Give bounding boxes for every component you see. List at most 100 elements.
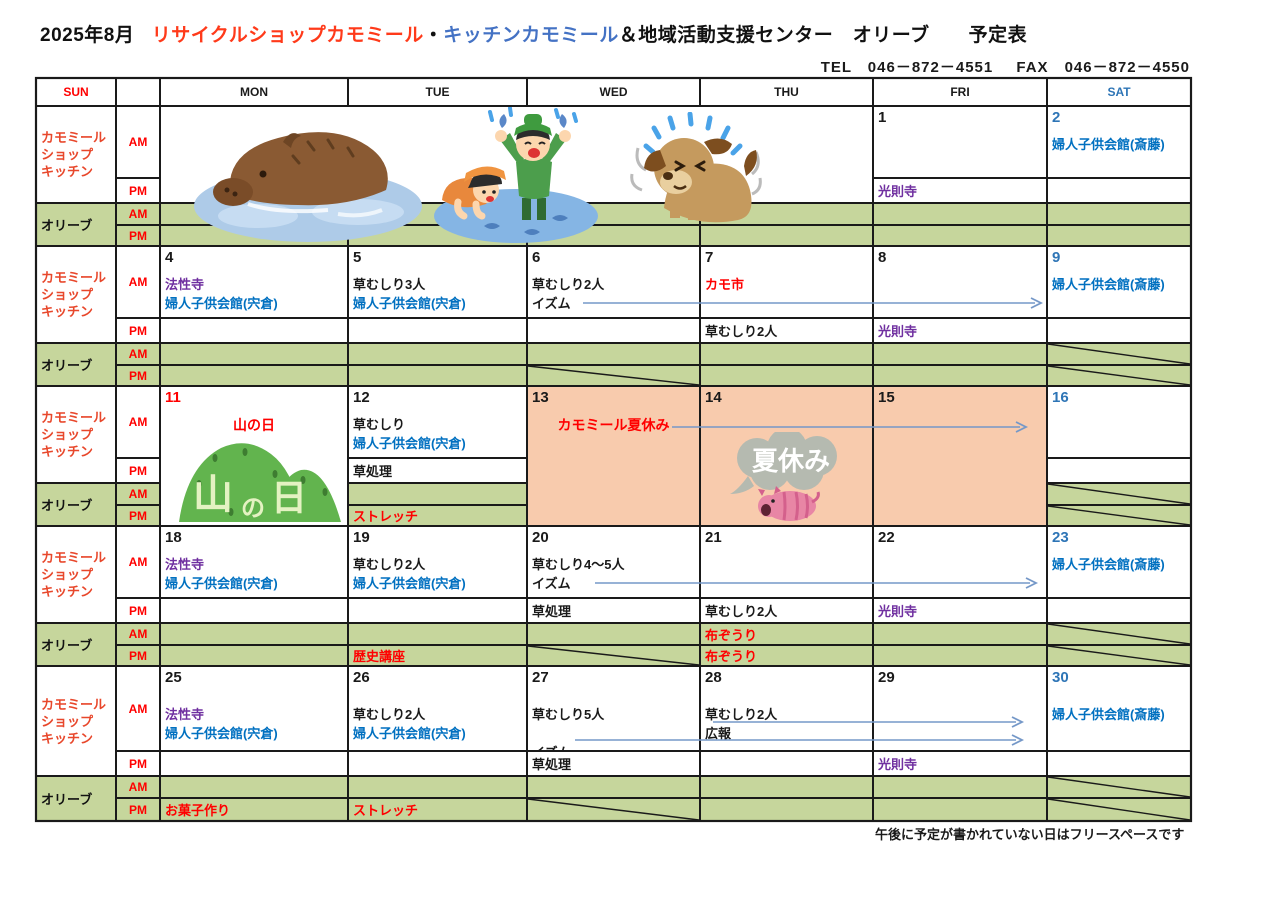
cell-w4-mon-olive-pm	[160, 645, 348, 666]
ampm-label-cell: AM	[116, 246, 160, 318]
day-header-lbl	[116, 78, 160, 106]
date-number: 1	[878, 109, 887, 126]
cell-w5-mon-olive-pm: お菓子作り	[160, 798, 348, 821]
schedule-entry: 広報	[705, 726, 732, 741]
cell-w3-sat-pm	[1047, 458, 1191, 483]
fax-number: FAX 046－872－4550	[1016, 59, 1190, 76]
schedule-entry: 光則寺	[878, 324, 918, 339]
svg-text:の: の	[241, 495, 265, 522]
schedule-entry: 草むしり3人	[353, 277, 426, 292]
date-number: 26	[353, 669, 370, 686]
date-number: 7	[705, 249, 714, 266]
cell-w3-tue-pm: 草処理	[348, 458, 527, 483]
ampm-label-cell: PM	[116, 798, 160, 821]
contact-info: TEL 046－872－4551 FAX 046－872－4550	[803, 56, 1190, 77]
date-number: 2	[1052, 109, 1061, 126]
summer-vacation-pig-illustration: 夏休み	[730, 432, 837, 521]
schedule-entry	[532, 724, 697, 743]
cell-w3-tue-olive-pm: ストレッチ	[348, 505, 527, 526]
cell-w2-tue-olive-pm	[348, 365, 527, 386]
day-header-mon: MON	[160, 78, 348, 106]
schedule-entry: イズム	[532, 296, 571, 311]
schedule-entry: ストレッチ	[353, 509, 419, 524]
schedule-entry: 婦人子供会館(斎藤)	[1052, 557, 1165, 572]
schedule-entry: 光則寺	[878, 604, 918, 619]
cell-w2-thu-am: 7 カモ市	[700, 246, 873, 318]
cell-w2-mon-olive-am	[160, 343, 348, 365]
cell-w2-wed-olive-pm	[527, 365, 700, 386]
mountain-day-text: 山	[193, 473, 233, 517]
cell-w1-sat-pm	[1047, 178, 1191, 203]
cell-w2-sat-olive-pm	[1047, 365, 1191, 386]
cell-w4-wed-olive-am	[527, 623, 700, 645]
cell-w5-sat-olive-pm	[1047, 798, 1191, 821]
cell-w4-thu-pm: 草むしり2人	[700, 598, 873, 623]
cell-w5-thu-olive-am	[700, 776, 873, 798]
page-title: 2025年8月 リサイクルショップカモミール・キッチンカモミール＆地域活動支援セ…	[40, 25, 1028, 46]
cell-w4-thu-olive-am: 布ぞうり	[700, 623, 873, 645]
ampm-label-cell: AM	[116, 106, 160, 178]
cell-w3-sat-am: 16	[1047, 386, 1191, 458]
shop-kitchen-label: カモミール ショップ キッチン	[41, 130, 107, 179]
row-label-kamomiru-shop-kitchen: カモミール ショップ キッチン	[36, 386, 116, 483]
cell-w1-fri-olive-pm	[873, 225, 1047, 246]
schedule-entry: 草むしり	[353, 417, 406, 432]
date-number: 25	[165, 669, 182, 686]
ampm-label-cell: PM	[116, 178, 160, 203]
day-header-tue: TUE	[348, 78, 527, 106]
title-month: 2025年8月	[40, 25, 135, 46]
olive-label: オリーブ	[41, 638, 93, 653]
date-number: 21	[705, 529, 722, 546]
ampm-label: PM	[129, 368, 147, 383]
ampm-label: PM	[129, 648, 147, 663]
cell-w5-wed-pm: 草処理	[527, 751, 700, 776]
cell-w2-fri-olive-pm	[873, 365, 1047, 386]
ampm-label-cell: AM	[116, 483, 160, 505]
schedule-entry: 光則寺	[878, 184, 918, 199]
ampm-label: AM	[128, 207, 148, 221]
cell-w2-fri-pm: 光則寺	[873, 318, 1047, 343]
cell-w4-tue-am: 19 草むしり2人 婦人子供会館(宍倉)	[348, 526, 527, 598]
footer-note: 午後に予定が書かれていない日はフリースペースです	[875, 827, 1185, 842]
cell-w5-mon-pm	[160, 751, 348, 776]
row-label-olive: オリーブ	[36, 776, 116, 821]
ampm-label-cell: AM	[116, 776, 160, 798]
ampm-label-cell: AM	[116, 623, 160, 645]
entry-list: 草むしり3人 婦人子供会館(宍倉)	[353, 275, 524, 313]
schedule-entry: 婦人子供会館(斎藤)	[1052, 707, 1165, 722]
schedule-entry: 草むしり2人	[532, 277, 605, 292]
ampm-label-cell: AM	[116, 386, 160, 458]
cell-w5-wed-am: 27草むしり5人イズム	[527, 666, 700, 760]
cell-w3-tue-am: 12 草むしり 婦人子供会館(宍倉)	[348, 386, 527, 458]
date-number: 18	[165, 529, 182, 546]
cell-w1-fri-am: 1	[873, 106, 1047, 178]
ampm-label: AM	[128, 487, 148, 501]
date-number: 9	[1052, 249, 1061, 266]
cell-w2-mon-am: 4 法性寺 婦人子供会館(宍倉)	[160, 246, 348, 318]
entry-list: 婦人子供会館(斎藤)	[1052, 555, 1188, 574]
cell-w2-sat-olive-am	[1047, 343, 1191, 365]
date-number: 19	[353, 529, 370, 546]
date-number: 15	[878, 389, 895, 406]
schedule-entry: お菓子作り	[165, 803, 231, 818]
cell-w2-fri-am: 8	[873, 246, 1047, 318]
schedule-entry: 歴史講座	[353, 649, 406, 664]
olive-label: オリーブ	[41, 218, 93, 233]
ampm-label-cell: PM	[116, 645, 160, 666]
olive-label: オリーブ	[41, 792, 93, 807]
tel-number: TEL 046－872－4551	[820, 59, 994, 76]
cell-w2-wed-am: 6 草むしり2人 イズム	[527, 246, 700, 318]
cell-w1-fri-olive-am	[873, 203, 1047, 225]
row-label-kamomiru-shop-kitchen: カモミール ショップ キッチン	[36, 106, 116, 203]
ampm-label-cell: AM	[116, 666, 160, 751]
cell-w4-tue-pm	[348, 598, 527, 623]
schedule-entry: 草むしり5人	[532, 707, 605, 722]
shop-kitchen-label: カモミール ショップ キッチン	[41, 410, 107, 459]
ampm-label-cell: PM	[116, 318, 160, 343]
title-rest: ＆地域活動支援センター オリーブ 予定表	[618, 25, 1028, 46]
cell-w5-wed-olive-am	[527, 776, 700, 798]
svg-text:日: 日	[271, 477, 307, 518]
cell-w1-sat-am: 2 婦人子供会館(斎藤)	[1047, 106, 1191, 178]
entry-list: 草むしり2人 婦人子供会館(宍倉)	[353, 705, 524, 743]
day-header-wed: WED	[527, 78, 700, 106]
